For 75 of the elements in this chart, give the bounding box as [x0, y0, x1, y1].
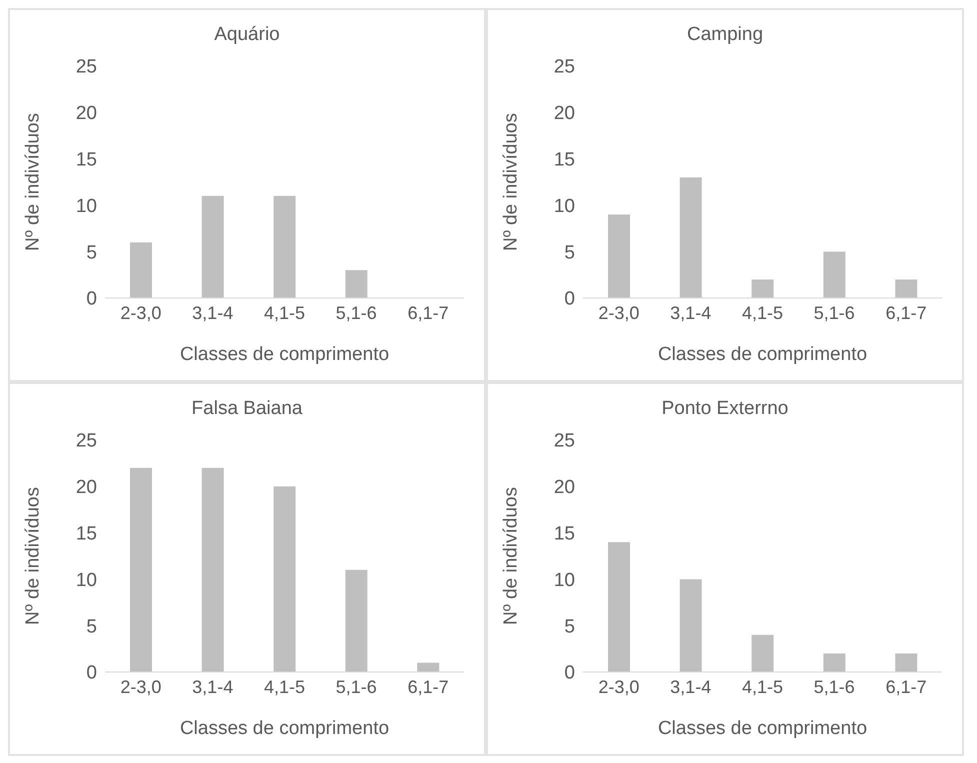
y-axis-title: Nº de indivíduos [22, 113, 44, 251]
y-tick-label: 0 [564, 288, 575, 310]
y-tick-label: 10 [76, 196, 97, 217]
x-tick-label: 6,1-7 [886, 302, 927, 323]
x-axis-title: Classes de comprimento [180, 718, 390, 739]
x-tick-label: 2-3,0 [598, 302, 640, 323]
bar [608, 542, 630, 672]
y-tick-label: 15 [76, 524, 97, 545]
x-tick-label: 4,1-5 [742, 302, 784, 323]
y-tick-label: 15 [554, 150, 575, 171]
x-tick-label: 3,1-4 [670, 676, 712, 697]
x-tick-label: 2-3,0 [120, 302, 162, 323]
y-tick-label: 0 [564, 662, 575, 684]
bar [823, 653, 846, 672]
bar [752, 279, 774, 298]
y-tick-label: 10 [76, 570, 97, 591]
y-tick-label: 25 [76, 430, 97, 452]
y-tick-label: 20 [554, 103, 575, 124]
y-tick-label: 10 [554, 570, 575, 591]
bar [345, 270, 368, 298]
y-tick-label: 20 [76, 477, 97, 498]
bar [274, 196, 296, 298]
y-tick-label: 25 [554, 430, 575, 452]
bar [680, 177, 702, 298]
y-axis-title: Nº de indivíduos [500, 113, 522, 251]
y-axis-title: Nº de indivíduos [22, 487, 44, 625]
bar [130, 468, 152, 672]
bar [895, 279, 918, 298]
y-tick-label: 15 [76, 150, 97, 171]
bar [417, 662, 440, 672]
x-tick-label: 5,1-6 [336, 676, 377, 697]
x-tick-label: 6,1-7 [408, 302, 449, 323]
y-tick-label: 20 [76, 103, 97, 124]
y-tick-label: 25 [76, 56, 97, 78]
bar [130, 242, 152, 298]
x-tick-label: 5,1-6 [814, 302, 855, 323]
y-tick-label: 5 [86, 616, 97, 638]
y-tick-label: 10 [554, 196, 575, 217]
bar [345, 570, 368, 672]
chart-title: Falsa Baiana [190, 398, 304, 421]
y-tick-label: 15 [554, 524, 575, 545]
x-tick-label: 4,1-5 [264, 302, 306, 323]
chart-title: Ponto Exterrno [660, 398, 790, 421]
bar [202, 468, 224, 672]
x-tick-label: 2-3,0 [598, 676, 640, 697]
x-tick-label: 5,1-6 [814, 676, 855, 697]
y-tick-label: 5 [564, 616, 575, 638]
x-axis-title: Classes de comprimento [180, 344, 390, 365]
y-tick-label: 0 [86, 288, 97, 310]
bar [680, 579, 702, 672]
chart-title: Camping [686, 24, 764, 47]
y-tick-label: 25 [554, 56, 575, 78]
bar [608, 214, 630, 298]
bar [202, 196, 224, 298]
x-tick-label: 6,1-7 [886, 676, 927, 697]
y-tick-label: 20 [554, 477, 575, 498]
y-axis-title: Nº de indivíduos [500, 487, 522, 625]
bar [823, 252, 846, 298]
bar [752, 634, 774, 672]
x-tick-label: 4,1-5 [264, 676, 306, 697]
bar [895, 653, 918, 672]
x-tick-label: 3,1-4 [192, 302, 234, 323]
x-tick-label: 3,1-4 [670, 302, 712, 323]
bar [274, 486, 296, 672]
x-tick-label: 2-3,0 [120, 676, 162, 697]
y-tick-label: 5 [564, 242, 575, 264]
x-tick-label: 6,1-7 [408, 676, 449, 697]
x-tick-label: 4,1-5 [742, 676, 784, 697]
x-tick-label: 5,1-6 [336, 302, 377, 323]
y-tick-label: 5 [86, 242, 97, 264]
y-tick-label: 0 [86, 662, 97, 684]
chart-title: Aquário [213, 24, 281, 47]
x-tick-label: 3,1-4 [192, 676, 234, 697]
x-axis-title: Classes de comprimento [658, 344, 868, 365]
x-axis-title: Classes de comprimento [658, 718, 868, 739]
